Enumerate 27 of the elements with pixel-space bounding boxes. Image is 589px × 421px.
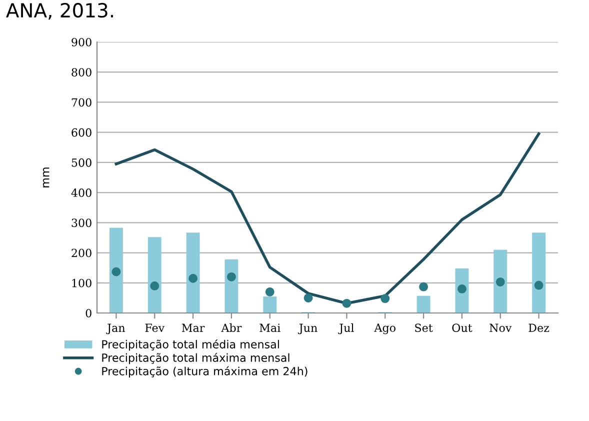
- y-tick-label: 0: [86, 308, 92, 318]
- x-tick-label: Mar: [182, 324, 205, 332]
- legend-label: Precipitação total média mensal: [102, 339, 279, 351]
- x-tick-label: Ago: [374, 324, 396, 334]
- y-tick-label: 700: [72, 98, 92, 107]
- x-tick-label: Abr: [221, 323, 242, 332]
- y-tick-label: 800: [72, 68, 92, 76]
- y-tick-label: 300: [72, 218, 92, 228]
- legend-label: Precipitação (altura máxima em 24h): [102, 366, 308, 378]
- legend-label: Precipitação total máxima mensal: [102, 352, 290, 364]
- x-tick-label: Fev: [145, 324, 165, 332]
- x-tick-label: Jan: [106, 324, 126, 334]
- x-tick-label: Jul: [338, 323, 354, 334]
- y-axis-title: mm: [42, 168, 50, 188]
- x-tick-label: Dez: [528, 324, 550, 332]
- y-tick-label: 100: [72, 278, 92, 288]
- x-tick-label: Nov: [490, 324, 512, 332]
- y-tick-label: 500: [72, 158, 92, 167]
- x-tick-label: Jun: [298, 324, 318, 334]
- x-tick-label: Set: [415, 324, 433, 332]
- y-tick-label: 900: [72, 38, 92, 46]
- x-tick-label: Out: [452, 324, 472, 332]
- y-tick-label: 400: [71, 188, 92, 197]
- x-tick-label: Mai: [260, 324, 280, 332]
- y-tick-label: 600: [72, 128, 92, 137]
- y-tick-label: 200: [72, 248, 92, 258]
- text: ANA, 2013.: [6, 2, 113, 20]
